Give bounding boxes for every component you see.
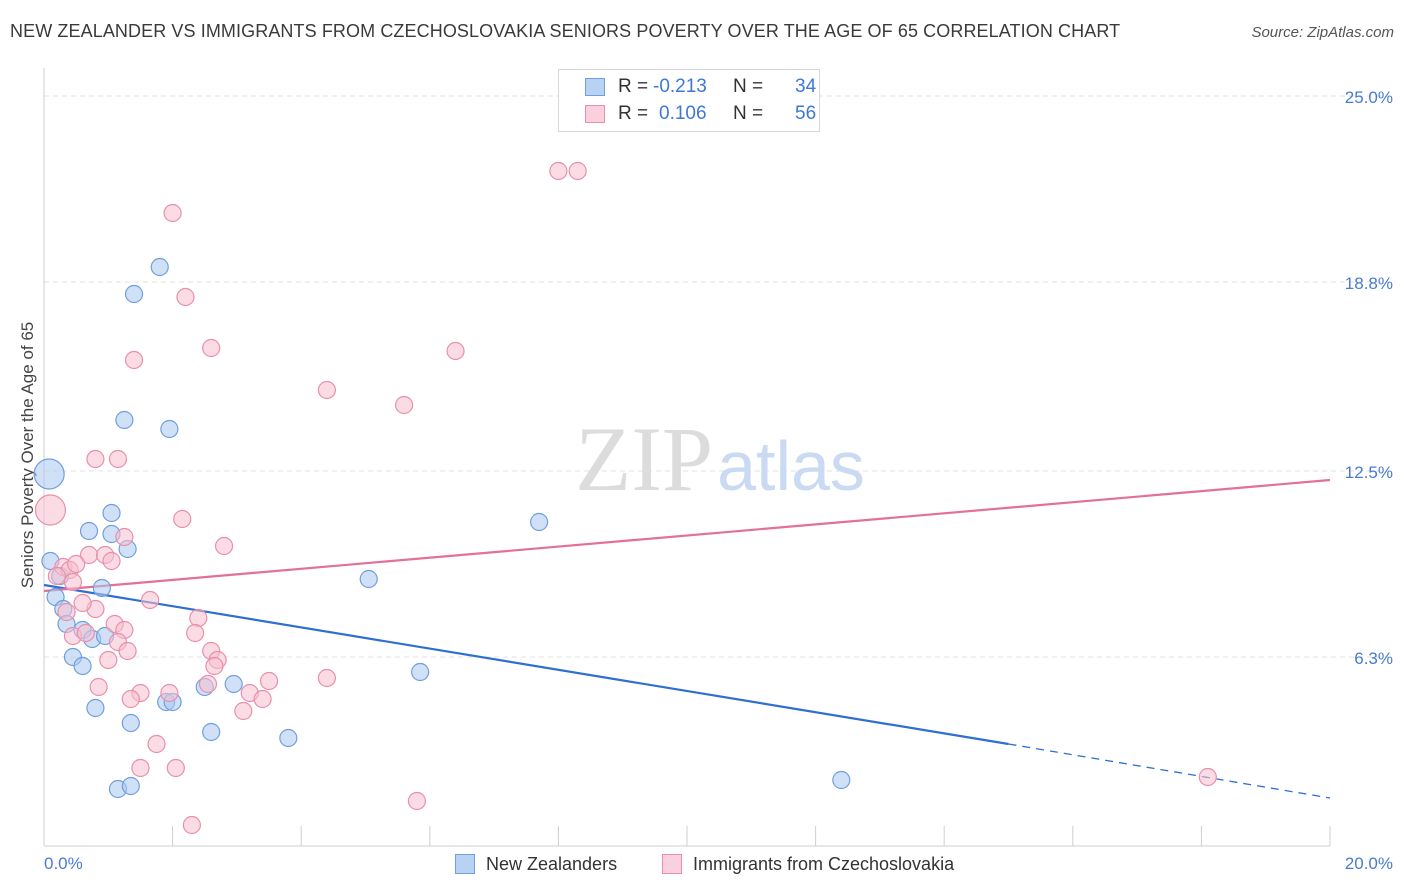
point-czechoslovakia: [198, 674, 218, 694]
point-czechoslovakia: [205, 656, 224, 676]
point-czechoslovakia: [89, 677, 108, 697]
point-czechoslovakia: [202, 338, 221, 358]
point-czechoslovakia: [34, 494, 67, 526]
point-czechoslovakia: [102, 551, 121, 571]
point-czechoslovakia: [394, 395, 414, 415]
y-tick-label: 6.3%: [1354, 649, 1393, 668]
trend-line-czechoslovakia: [43, 478, 1331, 593]
point-new-zealanders: [224, 674, 243, 694]
point-czechoslovakia: [73, 593, 92, 613]
legend-n-label: N =: [733, 76, 764, 97]
point-new-zealanders: [411, 662, 430, 682]
point-new-zealanders: [79, 521, 99, 541]
point-czechoslovakia: [124, 350, 144, 370]
point-new-zealanders: [202, 722, 221, 742]
y-tick-label: 12.5%: [1345, 463, 1393, 482]
legend-n-label: N =: [733, 103, 764, 124]
point-czechoslovakia: [446, 341, 465, 361]
point-czechoslovakia: [1198, 767, 1217, 787]
point-czechoslovakia: [407, 791, 427, 811]
y-tick-label: 18.8%: [1345, 274, 1393, 293]
trend-line-new-zealanders: [43, 583, 1009, 746]
point-czechoslovakia: [67, 554, 86, 574]
point-czechoslovakia: [108, 449, 128, 469]
point-czechoslovakia: [63, 572, 83, 592]
point-czechoslovakia: [147, 734, 166, 754]
point-new-zealanders: [121, 776, 140, 796]
axes: [43, 68, 1331, 847]
chart-source: Source: ZipAtlas.com: [1251, 24, 1394, 41]
point-czechoslovakia: [568, 161, 587, 181]
point-czechoslovakia: [47, 566, 66, 586]
point-czechoslovakia: [549, 161, 568, 181]
point-new-zealanders: [359, 569, 378, 589]
watermark-atlas: atlas: [717, 427, 865, 505]
trend-line-new-zealanders-extrapolated: [1008, 743, 1331, 799]
point-czechoslovakia: [176, 287, 195, 307]
point-czechoslovakia: [166, 758, 185, 778]
legend-n-value: 34: [795, 76, 817, 97]
point-czechoslovakia: [118, 641, 137, 661]
tick-labels: 6.3% 12.5% 18.8% 25.0% 0.0% 20.0%: [44, 88, 1393, 873]
y-tick-label: 25.0%: [1345, 88, 1393, 107]
point-czechoslovakia: [160, 683, 179, 703]
point-new-zealanders: [530, 512, 549, 532]
bottom-legend-label: New Zealanders: [486, 854, 618, 874]
point-czechoslovakia: [140, 590, 160, 610]
point-new-zealanders: [124, 284, 144, 304]
point-czechoslovakia: [86, 449, 105, 469]
point-czechoslovakia: [182, 815, 201, 835]
legend-swatch-blue: [585, 78, 605, 96]
legend-swatch-pink: [585, 105, 605, 123]
chart-title: NEW ZEALANDER VS IMMIGRANTS FROM CZECHOS…: [10, 21, 1121, 41]
watermark: ZIPatlas: [575, 408, 865, 510]
point-czechoslovakia: [163, 203, 182, 223]
legend-r-label: R =: [618, 76, 649, 97]
point-new-zealanders: [33, 458, 65, 490]
point-new-zealanders: [102, 503, 121, 523]
legend: R = -0.213 N = 34 R = 0.106 N = 56: [558, 69, 820, 132]
point-new-zealanders: [279, 728, 298, 748]
legend-r-label: R =: [618, 103, 649, 124]
point-czechoslovakia: [259, 671, 279, 691]
legend-n-value: 56: [795, 103, 817, 124]
point-new-zealanders: [86, 698, 105, 718]
point-czechoslovakia: [317, 380, 337, 400]
point-czechoslovakia: [173, 509, 192, 529]
point-new-zealanders: [92, 578, 111, 598]
data-points: [33, 161, 1217, 835]
point-czechoslovakia: [99, 650, 118, 670]
point-new-zealanders: [121, 713, 140, 733]
point-czechoslovakia: [214, 536, 234, 556]
point-new-zealanders: [150, 257, 169, 277]
point-czechoslovakia: [115, 527, 134, 547]
x-tick-label: 0.0%: [44, 854, 83, 873]
point-new-zealanders: [73, 656, 92, 676]
point-czechoslovakia: [186, 623, 205, 643]
point-czechoslovakia: [131, 758, 150, 778]
point-new-zealanders: [832, 770, 851, 790]
bottom-legend-swatch-pink: [662, 854, 682, 874]
bottom-legend-label: Immigrants from Czechoslovakia: [693, 854, 955, 874]
point-czechoslovakia: [317, 668, 337, 688]
point-czechoslovakia: [57, 602, 76, 622]
point-czechoslovakia: [189, 608, 208, 628]
trend-lines: [43, 478, 1331, 799]
legend-r-value: 0.106: [659, 103, 707, 124]
point-czechoslovakia: [121, 689, 140, 709]
x-tick-label: 20.0%: [1345, 854, 1393, 873]
bottom-legend-swatch-blue: [455, 854, 475, 874]
point-new-zealanders: [160, 419, 179, 439]
point-czechoslovakia: [253, 689, 272, 709]
point-czechoslovakia: [76, 623, 95, 643]
legend-r-value: -0.213: [653, 76, 707, 97]
point-czechoslovakia: [234, 701, 253, 721]
point-new-zealanders: [115, 410, 134, 430]
